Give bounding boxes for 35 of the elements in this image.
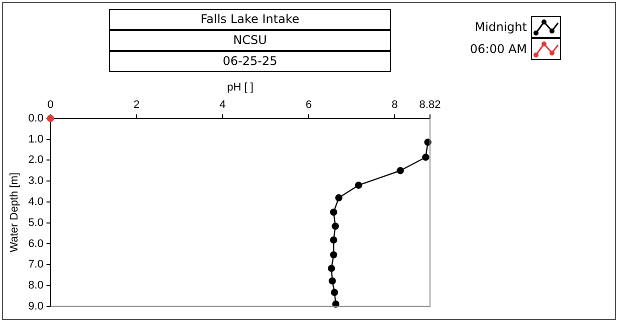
point <box>328 264 336 272</box>
y-tick-label: 3.0 <box>28 175 44 188</box>
point <box>328 277 336 285</box>
y-axis-title: Water Depth [m] <box>8 172 21 252</box>
point <box>396 167 404 174</box>
text: 06-25-25 <box>222 53 278 70</box>
y-tick-label: 1.0 <box>28 133 44 146</box>
x-tick-label: 4 <box>220 98 226 111</box>
point <box>330 251 338 258</box>
y-tick-label: 8.0 <box>28 280 44 292</box>
x-tick-label: 6 <box>306 98 312 111</box>
y-tick-label: 7.0 <box>28 258 44 271</box>
x-tick-label: 0 <box>47 98 54 111</box>
chart-subtitle: NCSU <box>110 31 390 52</box>
point <box>330 208 338 216</box>
point <box>46 114 54 122</box>
legend-label: 06:00 AM <box>470 42 527 56</box>
point <box>422 154 430 161</box>
y-tick-label: 2.0 <box>28 154 44 166</box>
point <box>330 236 338 244</box>
y-tick-label: 5.0 <box>28 216 44 229</box>
y-tick-label: 4.0 <box>28 196 44 208</box>
x-tick-label: 8.82 <box>419 98 441 111</box>
x-tick-label: 2 <box>133 98 140 111</box>
point <box>354 182 362 189</box>
legend-label: Midnight <box>474 20 527 34</box>
point <box>332 222 339 230</box>
x-tick-label: 8 <box>392 98 398 111</box>
y-tick-label: 6.0 <box>28 238 44 250</box>
y-tick-label: 0.0 <box>28 112 44 124</box>
point <box>330 288 338 296</box>
x-axis-title: pH [ ] <box>227 82 254 94</box>
chart-title: Falls Lake Intake <box>110 10 390 31</box>
y-tick-label: 9.0 <box>28 300 44 312</box>
point <box>335 194 342 202</box>
